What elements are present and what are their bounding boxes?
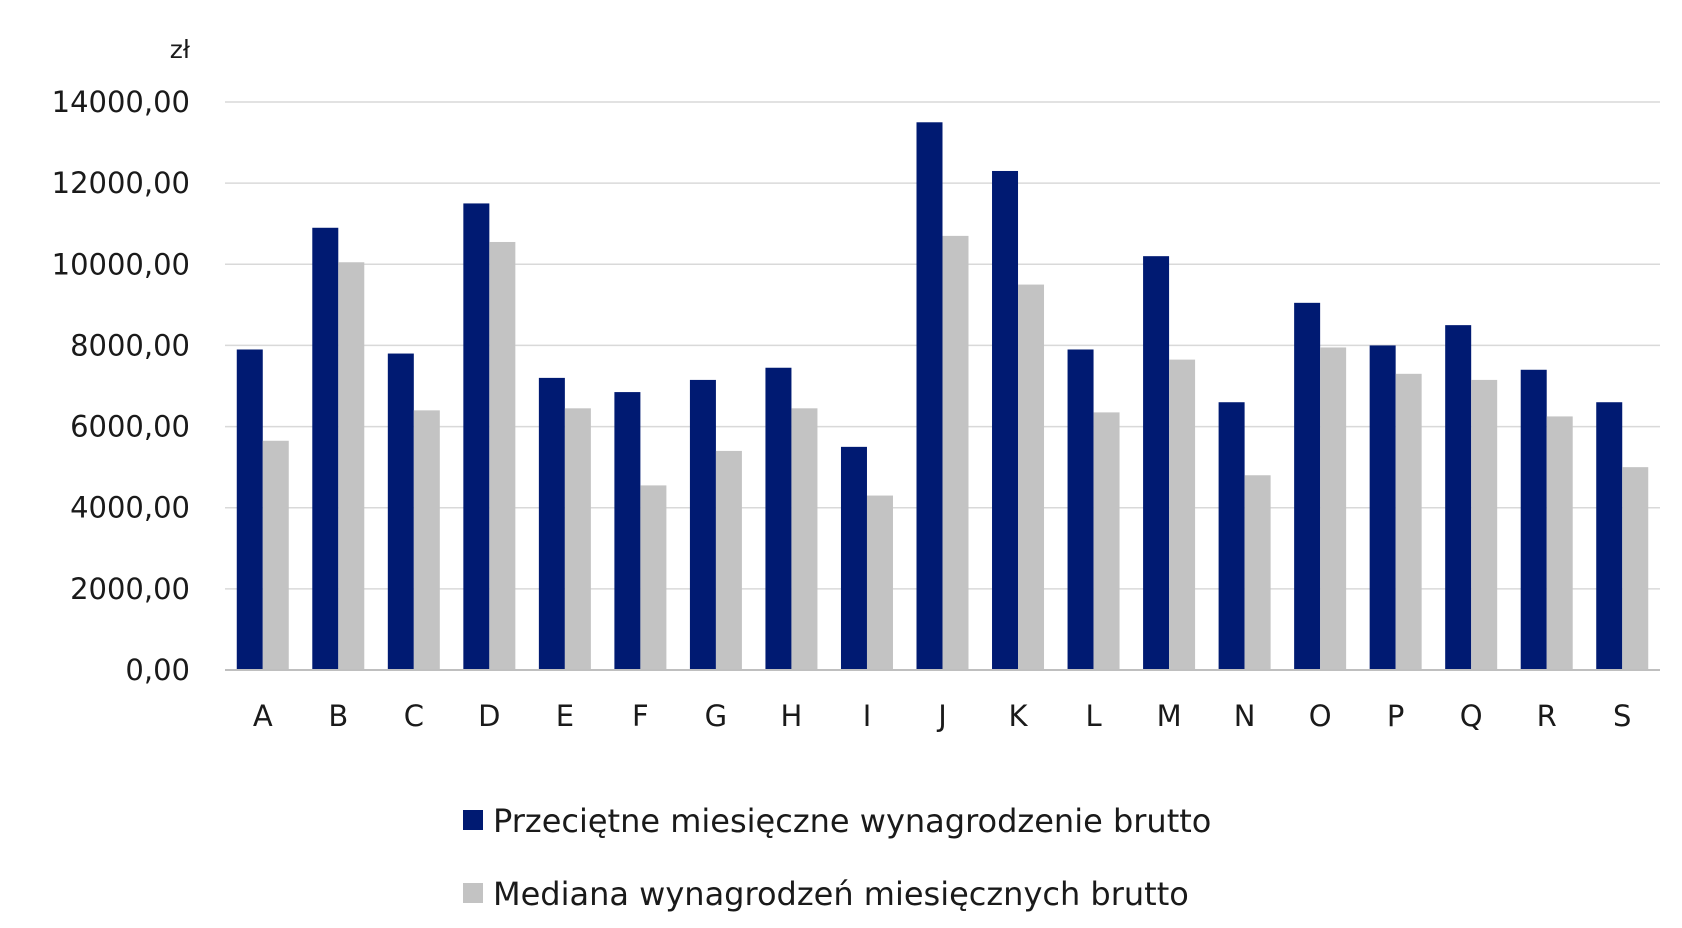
bar-average-a: [236, 349, 263, 670]
bar-median-m: [1169, 359, 1196, 670]
x-tick-label-o: O: [1309, 699, 1332, 733]
bar-median-a: [262, 440, 289, 670]
bar-median-o: [1320, 347, 1347, 670]
bar-median-n: [1244, 475, 1271, 670]
bar-median-g: [715, 450, 742, 670]
y-axis-unit-label: zł: [170, 35, 191, 64]
bar-average-l: [1067, 349, 1094, 670]
bar-median-q: [1471, 379, 1498, 670]
bar-median-c: [413, 410, 440, 670]
bar-median-s: [1622, 467, 1649, 670]
bar-average-s: [1596, 402, 1623, 670]
bar-average-n: [1218, 402, 1245, 670]
x-tick-label-m: M: [1157, 699, 1182, 733]
x-tick-label-j: J: [936, 699, 947, 733]
x-tick-label-q: Q: [1460, 699, 1483, 733]
bar-median-h: [791, 408, 818, 670]
bar-average-i: [840, 446, 867, 670]
legend-label-median: Mediana wynagrodzeń miesięcznych brutto: [493, 875, 1189, 913]
x-axis-category-labels: A B C D E F G H I J K L M N O P Q R S: [253, 699, 1632, 733]
bar-median-r: [1546, 416, 1573, 670]
bar-median-e: [564, 408, 591, 670]
y-tick-label: 6000,00: [70, 410, 190, 444]
x-tick-label-h: H: [781, 699, 803, 733]
bar-median-d: [489, 241, 516, 670]
bar-average-m: [1143, 256, 1170, 670]
y-tick-label: 12000,00: [52, 166, 190, 200]
bar-average-c: [387, 353, 414, 670]
x-tick-label-k: K: [1009, 699, 1029, 733]
bar-average-e: [538, 377, 565, 670]
bar-median-k: [1018, 284, 1045, 670]
bar-median-f: [640, 485, 667, 670]
y-tick-label: 8000,00: [70, 328, 190, 362]
x-tick-label-c: C: [404, 699, 424, 733]
bars: [236, 122, 1649, 671]
legend-swatch-average: [463, 810, 483, 830]
y-axis-tick-labels: 0,00 2000,00 4000,00 6000,00 8000,00 10000,00…: [52, 85, 190, 687]
bar-median-i: [866, 495, 893, 670]
x-tick-label-a: A: [253, 699, 273, 733]
bar-median-j: [942, 235, 969, 670]
bar-average-r: [1520, 369, 1547, 670]
x-tick-label-f: F: [632, 699, 649, 733]
bar-average-o: [1294, 302, 1321, 670]
bar-average-f: [614, 392, 641, 670]
x-tick-label-r: R: [1537, 699, 1557, 733]
bar-median-l: [1093, 412, 1120, 670]
y-tick-label: 2000,00: [70, 572, 190, 606]
x-tick-label-s: S: [1613, 699, 1631, 733]
y-tick-label: 10000,00: [52, 247, 190, 281]
legend-swatch-median: [463, 883, 483, 903]
bar-average-g: [689, 379, 716, 670]
bar-median-p: [1395, 373, 1422, 670]
bar-average-h: [765, 367, 792, 670]
bar-average-k: [992, 170, 1019, 670]
legend-label-average: Przeciętne miesięczne wynagrodzenie brut…: [493, 802, 1211, 840]
legend: Przeciętne miesięczne wynagrodzenie brut…: [463, 802, 1211, 913]
x-tick-label-d: D: [478, 699, 500, 733]
y-tick-label: 4000,00: [70, 491, 190, 525]
bar-median-b: [338, 262, 365, 670]
y-tick-label: 0,00: [125, 653, 190, 687]
x-tick-label-p: P: [1387, 699, 1405, 733]
bar-average-d: [463, 203, 490, 670]
bar-average-p: [1369, 345, 1396, 670]
bar-average-j: [916, 122, 943, 671]
x-tick-label-i: I: [863, 699, 872, 733]
bar-average-q: [1445, 325, 1472, 670]
x-tick-label-b: B: [328, 699, 348, 733]
x-tick-label-n: N: [1234, 699, 1256, 733]
x-tick-label-e: E: [556, 699, 574, 733]
x-tick-label-l: L: [1085, 699, 1101, 733]
y-tick-label: 14000,00: [52, 85, 190, 119]
bar-average-b: [312, 227, 339, 670]
x-tick-label-g: G: [705, 699, 727, 733]
